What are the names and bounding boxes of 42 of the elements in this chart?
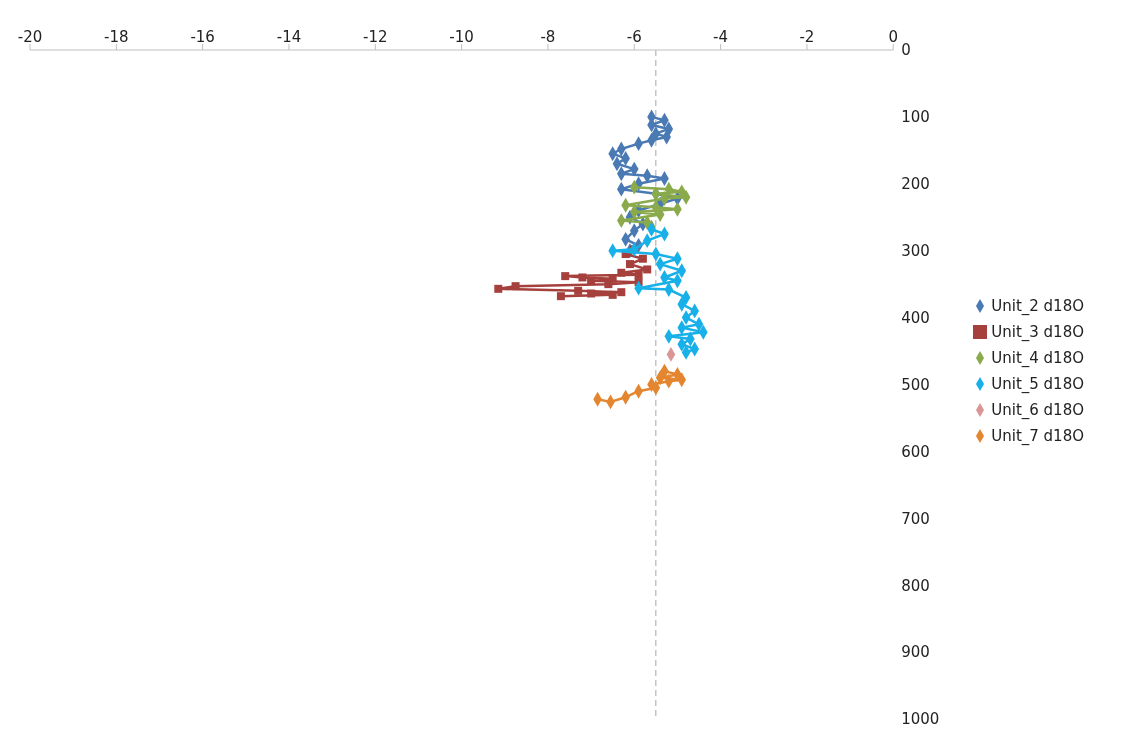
x-tick-label: -2 bbox=[799, 28, 815, 46]
x-tick-label: -10 bbox=[449, 28, 474, 46]
x-tick-label: -16 bbox=[190, 28, 215, 46]
point bbox=[578, 273, 587, 282]
y-tick-label: 0 bbox=[901, 41, 911, 60]
y-tick-label: 900 bbox=[901, 643, 930, 662]
y-tick-label: 600 bbox=[901, 442, 930, 461]
y-tick-label: 700 bbox=[901, 509, 930, 528]
point bbox=[617, 268, 626, 277]
legend-label: Unit_4 d18O bbox=[991, 348, 1084, 367]
legend-label: Unit_5 d18O bbox=[991, 374, 1084, 393]
point bbox=[556, 292, 565, 301]
point bbox=[617, 288, 626, 297]
legend-label: Unit_7 d18O bbox=[991, 426, 1084, 445]
point bbox=[643, 265, 652, 274]
point bbox=[587, 276, 596, 285]
point bbox=[625, 260, 634, 269]
x-tick-label: -20 bbox=[17, 28, 43, 46]
legend-label: Unit_3 d18O bbox=[991, 322, 1084, 341]
y-tick-label: 400 bbox=[901, 308, 930, 327]
x-tick-label: -14 bbox=[276, 28, 302, 46]
x-tick-label: -12 bbox=[363, 28, 388, 46]
point bbox=[587, 289, 596, 298]
legend-label: Unit_2 d18O bbox=[991, 296, 1084, 315]
x-tick-label: 0 bbox=[888, 28, 899, 46]
point bbox=[511, 282, 520, 291]
legend-label: Unit_6 d18O bbox=[991, 400, 1084, 419]
x-tick-label: -18 bbox=[104, 28, 129, 46]
x-tick-label: -8 bbox=[540, 28, 556, 46]
x-tick-label: -6 bbox=[626, 28, 642, 46]
y-tick-label: 100 bbox=[901, 108, 930, 127]
point bbox=[494, 284, 503, 293]
point bbox=[574, 286, 583, 295]
point bbox=[638, 254, 647, 263]
y-tick-label: 1000 bbox=[901, 710, 940, 729]
y-tick-label: 800 bbox=[901, 576, 930, 595]
point bbox=[608, 290, 617, 299]
y-tick-label: 300 bbox=[901, 242, 930, 261]
point bbox=[561, 272, 570, 281]
x-tick-label: -4 bbox=[713, 28, 729, 46]
y-tick-label: 500 bbox=[901, 375, 930, 394]
y-tick-label: 200 bbox=[901, 175, 930, 194]
